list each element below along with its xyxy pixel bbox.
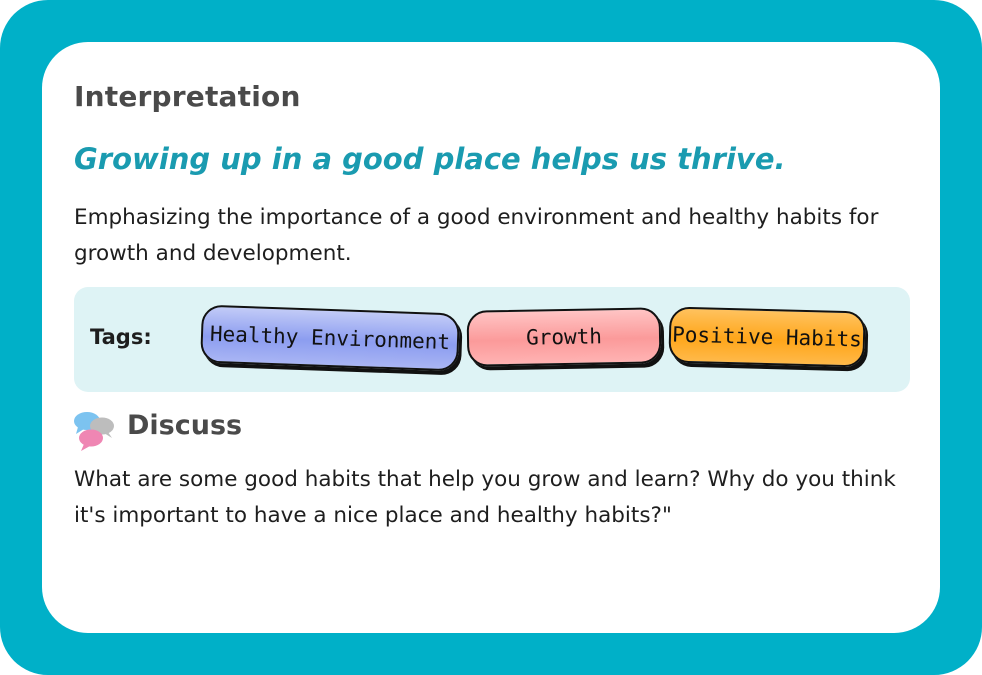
discuss-title: Discuss [127,410,243,441]
tags-panel: Tags: Healthy Environment Growth Positiv… [74,287,910,392]
tags-label: Tags: [90,325,152,349]
description: Emphasizing the importance of a good env… [74,205,879,266]
tag-positive-habits[interactable]: Positive Habits [668,306,866,368]
tag-healthy-environment[interactable]: Healthy Environment [200,304,460,372]
chat-bubbles-icon [74,412,114,451]
discussion-question: What are some good habits that help you … [74,467,896,528]
tag-growth[interactable]: Growth [466,307,662,367]
section-title: Interpretation [74,80,301,113]
interpretation-card: Interpretation Growing up in a good plac… [42,42,940,633]
headline: Growing up in a good place helps us thri… [74,142,786,176]
